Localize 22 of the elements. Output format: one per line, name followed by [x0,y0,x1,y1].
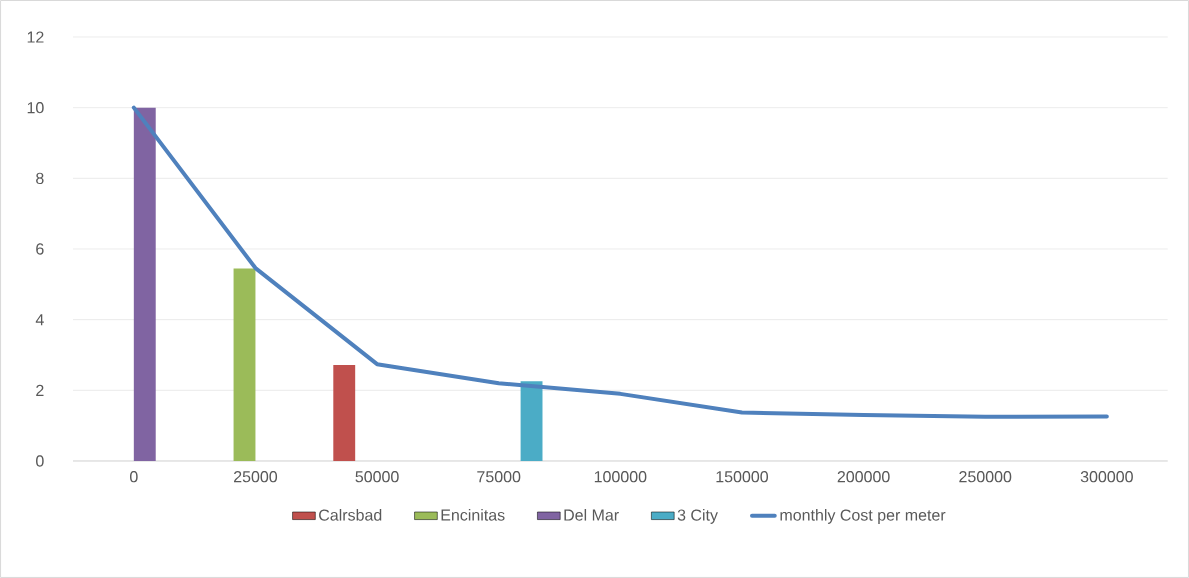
legend-label: Encinitas [441,509,505,521]
legend-label: 3 City [677,509,718,524]
x-tick-label: 75000 [477,471,521,483]
x-tick-label: 250000 [959,471,1012,483]
y-tick-label: 4 [35,314,44,326]
y-tick-label: 12 [27,31,44,43]
x-tick-label: 0 [130,471,138,483]
x-tick-label: 150000 [716,471,769,483]
legend-label: Del Mar [564,509,619,521]
x-tick-label: 25000 [234,471,278,483]
y-tick-label: 10 [27,102,44,114]
legend-label: monthly Cost per meter [780,509,946,524]
y-tick-label: 8 [36,172,44,184]
legend-label: Calrsbad [319,509,382,521]
x-tick-label: 300000 [1080,471,1133,483]
y-tick-label: 6 [36,243,44,255]
line-series [131,105,1109,419]
x-tick-label: 50000 [355,471,399,483]
y-tick-label: 0 [36,455,44,467]
y-tick-label: 2 [36,384,44,396]
x-tick-label: 200000 [837,471,890,483]
x-tick-label: 100000 [594,471,647,483]
